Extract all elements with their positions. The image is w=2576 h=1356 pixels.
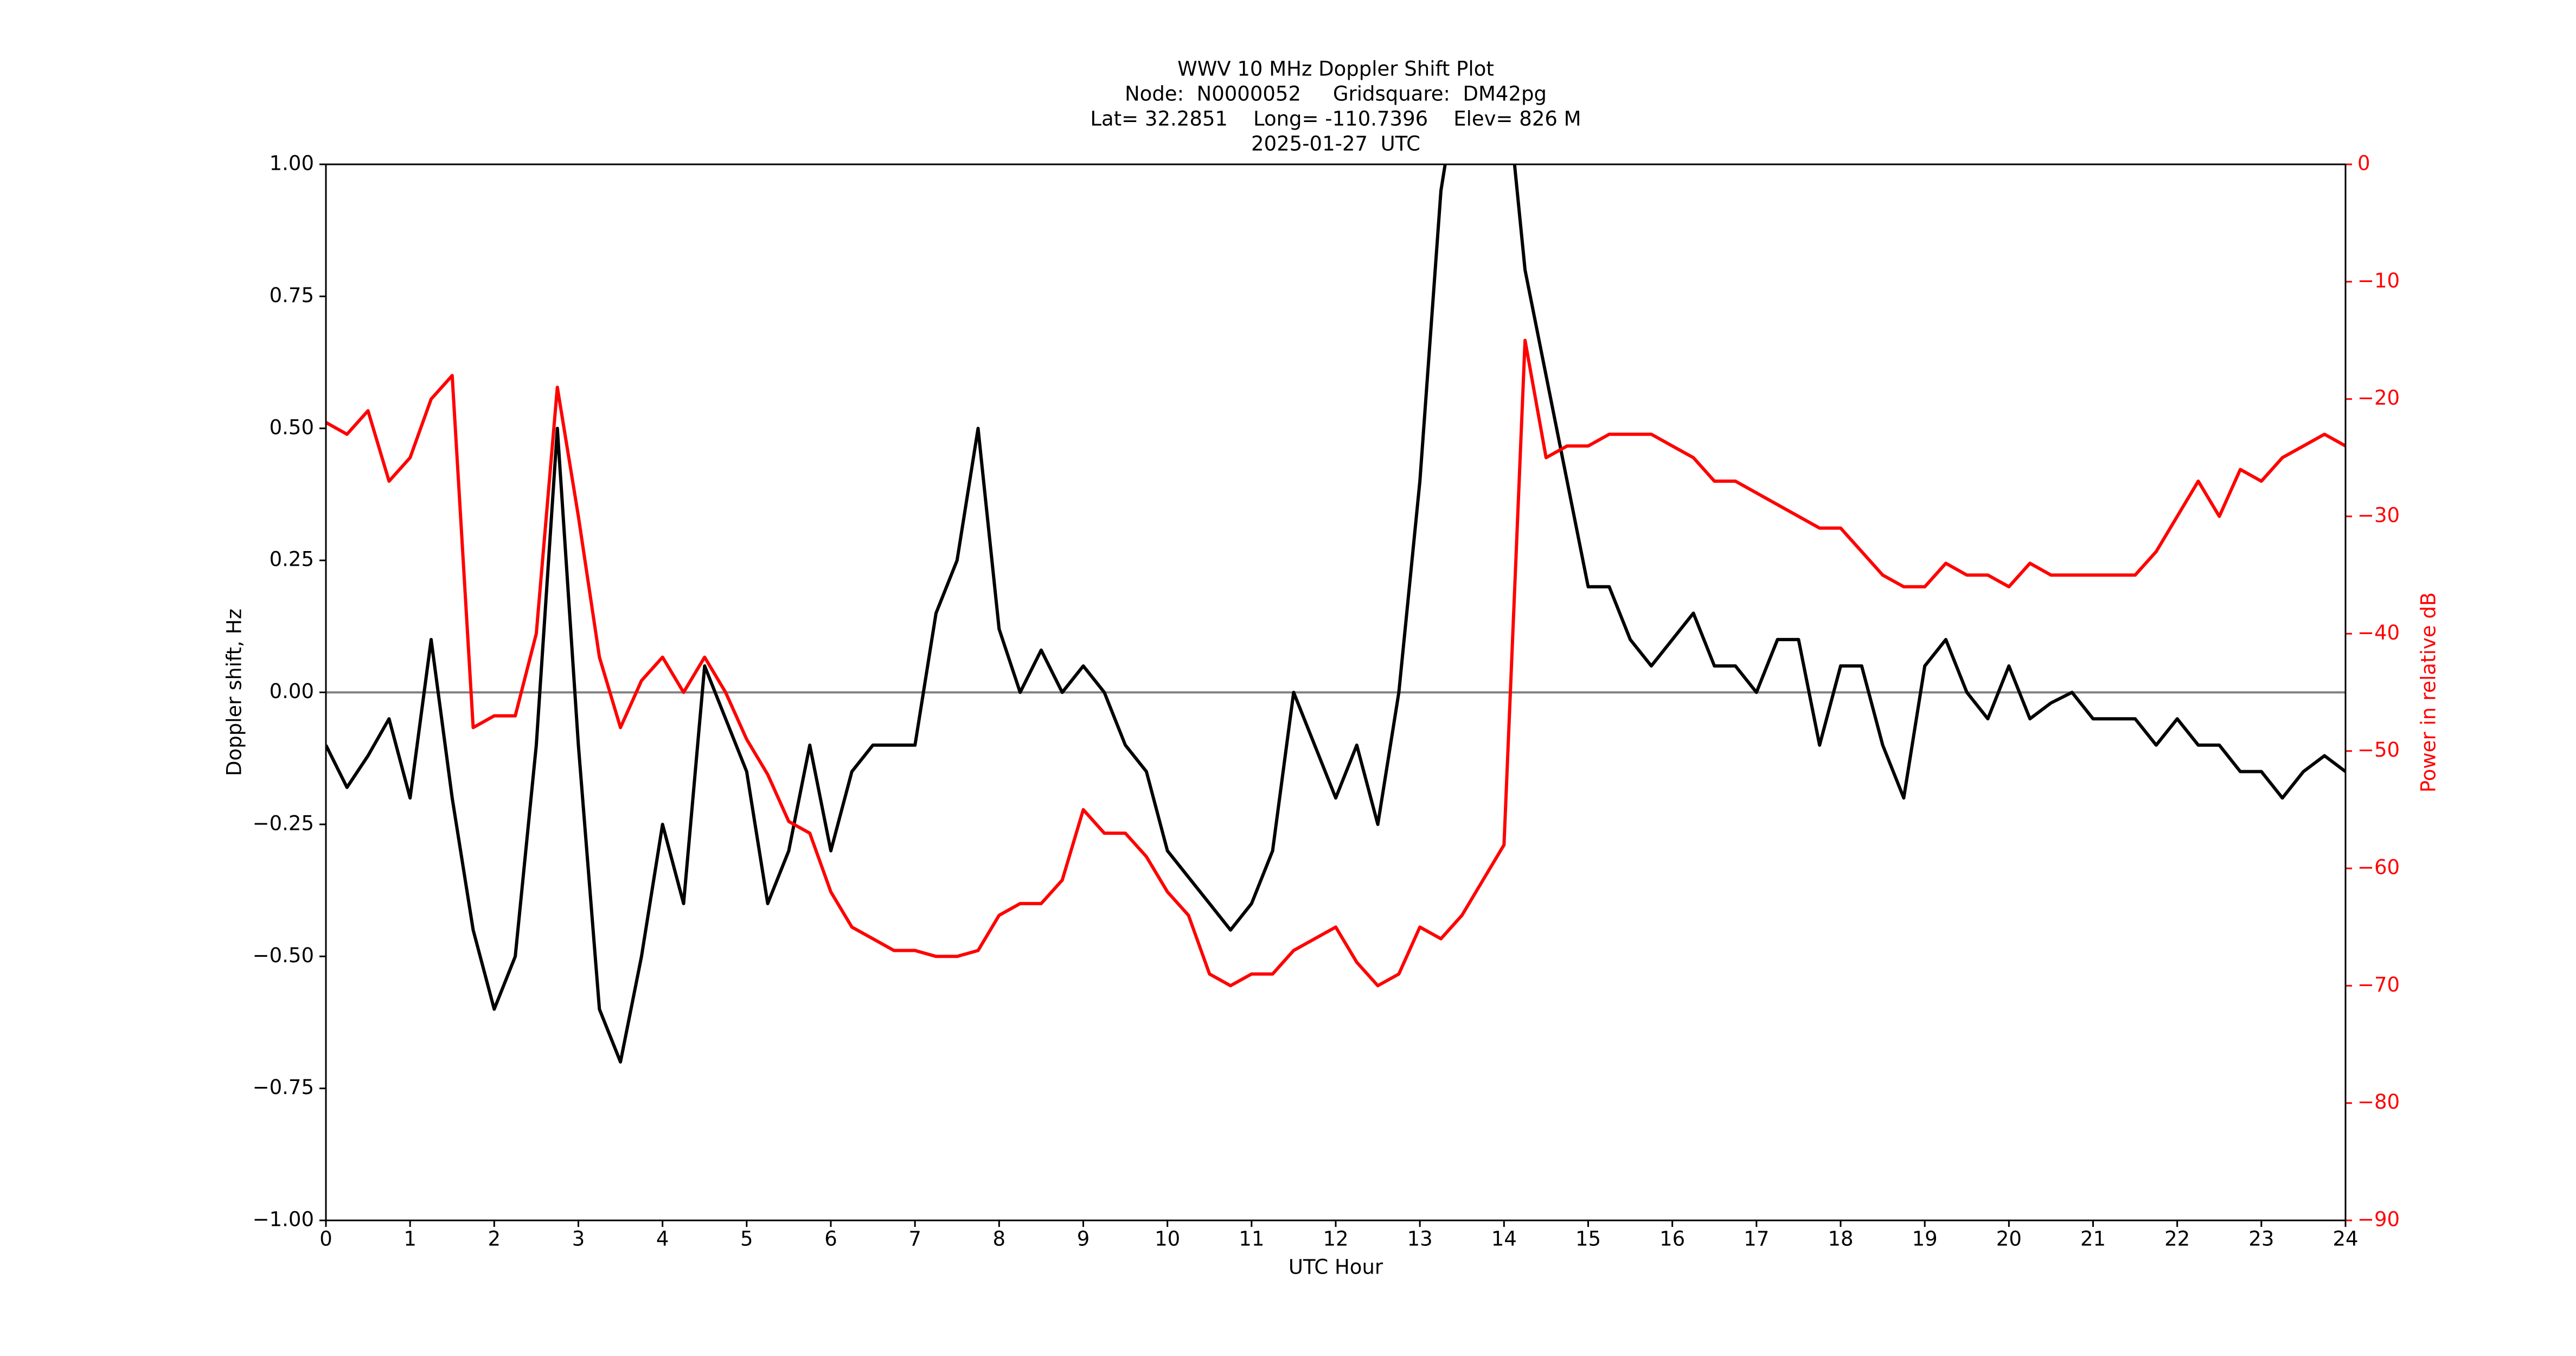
x-tick-label: 19 — [1912, 1227, 1938, 1251]
x-tick-label: 9 — [1077, 1227, 1090, 1251]
x-tick-label: 7 — [908, 1227, 921, 1251]
y-tick-label: −0.75 — [253, 1076, 314, 1099]
y2-tick-label: −90 — [2357, 1208, 2400, 1231]
y-tick-label: −0.25 — [253, 811, 314, 835]
x-tick-label: 18 — [1828, 1227, 1853, 1251]
y-tick-label: 0.25 — [270, 548, 314, 571]
plot-frame — [325, 163, 2347, 1221]
x-tick-label: 24 — [2333, 1227, 2358, 1251]
x-tick-label: 5 — [740, 1227, 753, 1251]
x-tick-label: 6 — [824, 1227, 837, 1251]
x-tick-label: 21 — [2080, 1227, 2106, 1251]
chart-title: WWV 10 MHz Doppler Shift Plot — [1177, 57, 1494, 81]
x-tick-label: 8 — [993, 1227, 1006, 1251]
y2-tick-label: −40 — [2357, 621, 2400, 644]
x-tick-label: 0 — [319, 1227, 332, 1251]
y2-tick-label: −20 — [2357, 386, 2400, 410]
x-tick-label: 3 — [572, 1227, 585, 1251]
y2-tick-label: −30 — [2357, 504, 2400, 527]
y2-tick-label: 0 — [2357, 152, 2370, 175]
x-tick-label: 2 — [488, 1227, 501, 1251]
x-tick-label: 17 — [1744, 1227, 1769, 1251]
data-line — [326, 164, 2346, 1064]
y-tick-label: 0.50 — [270, 415, 314, 439]
y2-tick-label: −50 — [2357, 738, 2400, 762]
y2-axis-label: Power in relative dB — [2417, 592, 2440, 792]
x-tick-label: 14 — [1491, 1227, 1517, 1251]
x-tick-label: 15 — [1575, 1227, 1601, 1251]
x-tick-label: 4 — [656, 1227, 669, 1251]
y-axis-label: Doppler shift, Hz — [223, 609, 246, 776]
x-axis-label: UTC Hour — [1289, 1256, 1383, 1279]
chart-title: 2025-01-27 UTC — [1251, 132, 1420, 156]
y-tick-label: 0.75 — [270, 284, 314, 307]
y2-tick-label: −80 — [2357, 1090, 2400, 1114]
x-tick-label: 12 — [1323, 1227, 1348, 1251]
x-tick-label: 11 — [1239, 1227, 1264, 1251]
chart-title: Lat= 32.2851 Long= -110.7396 Elev= 826 M — [1090, 107, 1581, 131]
x-tick-label: 13 — [1407, 1227, 1433, 1251]
x-tick-label: 20 — [1996, 1227, 2022, 1251]
y-tick-label: 1.00 — [270, 152, 314, 175]
x-tick-label: 23 — [2248, 1227, 2274, 1251]
y2-tick-label: −70 — [2357, 973, 2400, 996]
chart-title: Node: N0000052 Gridsquare: DM42pg — [1125, 82, 1547, 106]
x-tick-label: 1 — [403, 1227, 416, 1251]
data-line — [326, 338, 2346, 988]
x-tick-label: 16 — [1659, 1227, 1685, 1251]
y-tick-label: −1.00 — [253, 1208, 314, 1231]
y2-tick-label: −60 — [2357, 856, 2400, 879]
y2-tick-label: −10 — [2357, 269, 2400, 292]
y-tick-label: 0.00 — [270, 680, 314, 703]
x-tick-label: 10 — [1155, 1227, 1180, 1251]
x-tick-label: 22 — [2164, 1227, 2190, 1251]
y-tick-label: −0.50 — [253, 944, 314, 967]
